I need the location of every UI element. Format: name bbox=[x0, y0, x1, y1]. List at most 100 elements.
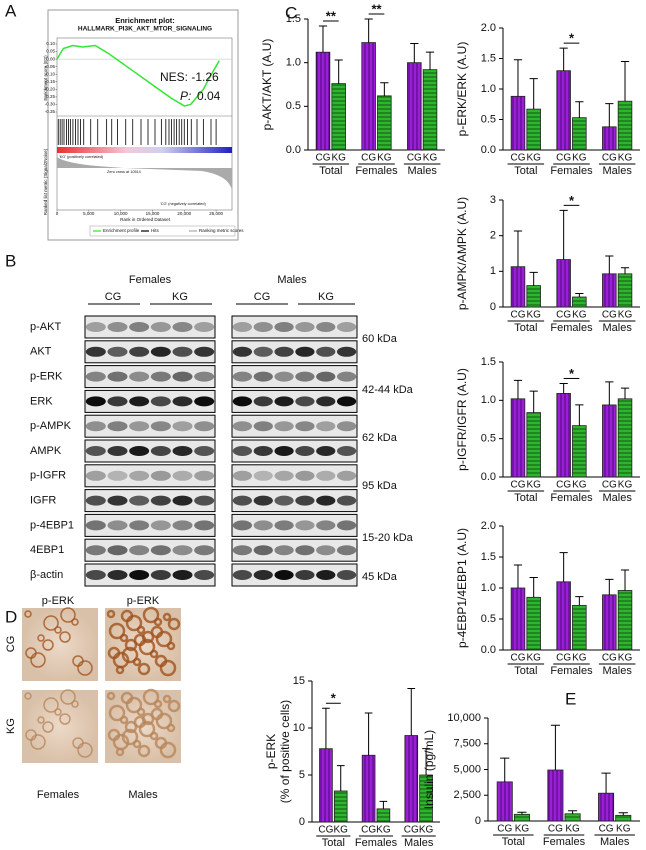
ihc-cell bbox=[60, 689, 76, 705]
blot-group: Males bbox=[277, 274, 307, 286]
blot-band bbox=[232, 495, 253, 506]
blot-band bbox=[85, 446, 106, 456]
blot-band bbox=[295, 520, 315, 531]
blot-band bbox=[194, 545, 215, 556]
y-axis-label: Enrichment score (ES) bbox=[43, 55, 48, 101]
ihc-cell bbox=[43, 615, 59, 631]
blot-band bbox=[107, 545, 128, 556]
error-bar bbox=[575, 596, 584, 606]
ihc-column: p-ERK bbox=[42, 595, 75, 607]
blot-band bbox=[336, 470, 357, 481]
ihc-cell bbox=[120, 691, 134, 705]
x-sub-label: CG bbox=[510, 310, 525, 321]
y-tick-label: 7,500 bbox=[453, 738, 481, 750]
y-tick-label: 1.0 bbox=[286, 57, 301, 69]
bar bbox=[602, 273, 617, 308]
bar bbox=[572, 296, 587, 308]
blot-band bbox=[253, 396, 273, 407]
x-sub-label: CG bbox=[361, 153, 376, 164]
ihc-cell bbox=[25, 729, 37, 741]
ihc-cell bbox=[167, 617, 181, 631]
blot-band bbox=[274, 396, 294, 407]
bar bbox=[617, 100, 633, 151]
ihc-cell bbox=[42, 639, 54, 651]
blot-size: 45 kDa bbox=[362, 571, 398, 583]
x-sub-label: CG bbox=[556, 653, 571, 664]
error-bar bbox=[513, 564, 523, 588]
error-bar bbox=[529, 576, 538, 598]
ihc-cell bbox=[120, 609, 134, 623]
bar bbox=[361, 42, 376, 151]
ihc-cell bbox=[162, 694, 172, 704]
blot-band bbox=[194, 396, 215, 407]
y-tick-label: 1 bbox=[490, 265, 496, 277]
significance: * bbox=[569, 193, 575, 208]
blot-band bbox=[150, 371, 171, 382]
blot-band bbox=[172, 346, 193, 357]
ihc-cell bbox=[155, 630, 173, 648]
ihc-cell bbox=[138, 720, 156, 738]
error-bar bbox=[529, 271, 538, 286]
blot-band bbox=[232, 545, 253, 556]
ihc-cell bbox=[124, 638, 138, 652]
error-bar bbox=[601, 772, 611, 794]
ihc-cell bbox=[59, 631, 71, 643]
error-bar bbox=[620, 267, 630, 274]
blot-band bbox=[232, 446, 253, 456]
ihc-image bbox=[22, 690, 98, 763]
x-tick-label: Males bbox=[407, 165, 437, 177]
bar bbox=[407, 62, 422, 151]
blot-frame bbox=[84, 513, 216, 537]
error-bar bbox=[559, 47, 568, 71]
blot-condition: KG bbox=[172, 291, 188, 303]
significance: ** bbox=[371, 1, 382, 16]
zero-cross: Zero cross at 10514 bbox=[107, 170, 141, 174]
bar bbox=[572, 425, 587, 478]
blot-band bbox=[107, 470, 128, 481]
y-tick-label: 0 bbox=[475, 815, 481, 827]
ihc-cell bbox=[42, 721, 54, 733]
ihc-cell bbox=[162, 612, 172, 622]
blot-frame bbox=[231, 365, 358, 389]
panel-label: B bbox=[5, 251, 16, 270]
y-tick-label: 15 bbox=[293, 675, 305, 687]
blot-band bbox=[172, 396, 193, 407]
error-bar bbox=[605, 255, 614, 274]
x-sub-label: KG bbox=[376, 825, 391, 836]
x-sub-label: KG bbox=[572, 310, 587, 321]
x-tick-label: Total bbox=[514, 665, 537, 677]
error-bar bbox=[575, 404, 584, 426]
blot-group: Females bbox=[129, 274, 172, 286]
panel-label: A bbox=[5, 1, 17, 20]
blot-protein: p-4EBP1 bbox=[30, 519, 74, 531]
blot-band bbox=[316, 520, 336, 531]
blot-band bbox=[295, 545, 315, 556]
blot-frame bbox=[84, 538, 216, 562]
y-axis-label: p-ERK/ERK (A.U) bbox=[455, 42, 469, 137]
es-line bbox=[56, 44, 220, 107]
blot-band bbox=[336, 520, 357, 531]
blot-protein: AKT bbox=[30, 346, 52, 358]
legend-box bbox=[89, 225, 236, 237]
ihc-cell bbox=[43, 697, 59, 713]
blot-band bbox=[253, 470, 273, 481]
x-tick-label: Females bbox=[550, 492, 593, 504]
blot-band bbox=[129, 520, 150, 531]
blot-band bbox=[172, 470, 193, 481]
blot-frame bbox=[231, 538, 358, 562]
bar bbox=[564, 813, 581, 822]
y-axis-label: p-AMPK/AMPK (A.U) bbox=[455, 197, 469, 310]
x-sub-label: CG bbox=[602, 480, 617, 491]
blot-band bbox=[232, 371, 253, 382]
x-sub-label: CG bbox=[407, 153, 422, 164]
error-bar bbox=[620, 569, 630, 591]
blot-frame bbox=[84, 439, 216, 463]
x-tick-label: Females bbox=[543, 836, 586, 848]
blot-band bbox=[129, 421, 150, 432]
bar bbox=[547, 769, 564, 822]
blot-band bbox=[107, 570, 128, 580]
blot-band bbox=[194, 446, 215, 456]
blot-band bbox=[316, 545, 336, 556]
x-sub-label: CG bbox=[556, 480, 571, 491]
x-tick-label: Males bbox=[404, 837, 434, 849]
